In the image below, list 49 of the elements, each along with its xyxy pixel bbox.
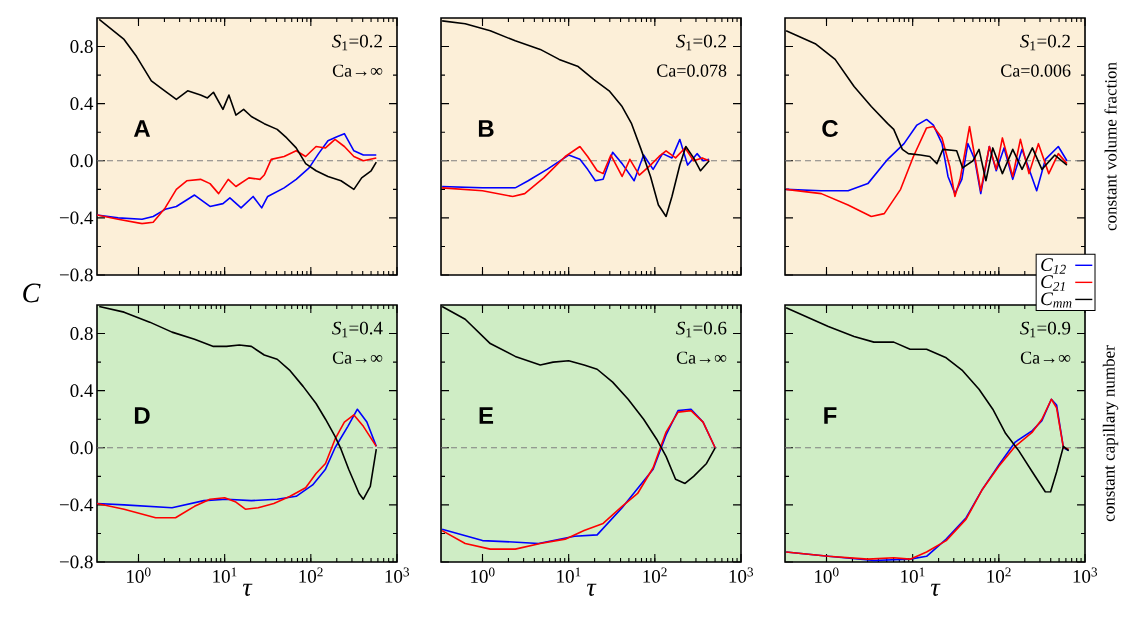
annotation: Ca=0.078 [657,64,727,77]
y-tick-label: 0.4 [70,97,94,111]
x-tick-label: 10$^{2}$ [299,567,323,583]
x-tick-label: 10$^{1}$ [557,567,581,583]
x-tick-label: 10$^{0}$ [815,567,839,583]
annotation: S$_{1}$=0.2 [332,34,382,51]
y-tick-label: −0.8 [59,555,93,569]
text: constant volume fraction [1104,62,1117,231]
annotation: Ca→∞ [332,64,383,77]
x-tick-label: 10$^{3}$ [1073,567,1098,583]
x-tick-label: 10$^{2}$ [987,567,1011,583]
y-tick-label: 0.8 [70,40,93,53]
annotation: Ca→∞ [1020,351,1071,364]
annotation: D [134,407,150,424]
annotation: S$_{1}$=0.2 [1020,34,1070,51]
annotation: S$_{1}$=0.6 [676,321,727,338]
x-tick-label: 10$^{3}$ [729,567,754,583]
annotation: A [133,120,151,137]
legend-label: C$_{12}$ [1041,258,1066,274]
x-axis-title: τ [930,583,941,596]
y-tick-label: 0.4 [70,384,94,398]
x-tick-label: 10$^{3}$ [385,567,410,583]
y-tick-label: −0.4 [59,498,94,512]
x-tick-label: 10$^{0}$ [127,567,151,583]
y-tick-label: 0.0 [70,154,93,168]
x-tick-label: 10$^{1}$ [213,567,237,583]
x-tick-label: 10$^{2}$ [643,567,667,583]
annotation: F [824,407,837,424]
y-axis-title: C [23,283,41,303]
annotation: S$_{1}$=0.2 [676,34,726,51]
x-axis-title: τ [242,583,253,596]
y-tick-label: −0.4 [59,211,94,225]
annotation: S$_{1}$=0.4 [332,321,383,338]
x-tick-label: 10$^{1}$ [901,567,925,583]
legend-label: C$_{21}$ [1041,275,1065,291]
text: constant capillary number [1102,345,1119,522]
annotation: Ca→∞ [332,351,383,364]
annotation: Ca=0.006 [1001,64,1071,77]
annotation: B [478,120,494,137]
annotation: Ca→∞ [676,351,727,364]
annotation: C [822,120,839,137]
legend-label: C$_{mm}$ [1041,292,1072,308]
y-tick-label: 0.8 [70,327,93,341]
x-axis-title: τ [586,583,597,596]
annotation: E [479,407,494,424]
y-tick-label: −0.8 [59,268,93,282]
annotation: S$_{1}$=0.9 [1020,321,1071,338]
y-tick-label: 0.0 [70,441,93,455]
x-tick-label: 10$^{0}$ [471,567,495,583]
